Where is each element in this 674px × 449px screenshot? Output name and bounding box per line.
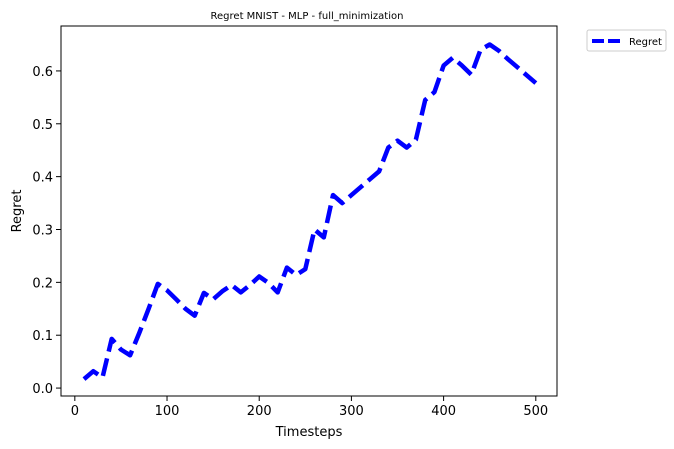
x-tick-label: 500 (523, 404, 548, 419)
x-axis-label: Timesteps (275, 425, 343, 440)
legend: Regret (586, 29, 667, 52)
y-tick-label: 0.4 (32, 171, 53, 186)
legend-box (586, 29, 667, 52)
x-tick-label: 300 (339, 404, 364, 419)
y-tick-label: 0.2 (32, 276, 53, 291)
series-line-regret (82, 42, 538, 381)
y-axis: 0.0 0.1 0.2 0.3 0.4 0.5 0.6 (32, 65, 61, 397)
x-tick-label: 100 (155, 404, 180, 419)
chart-title: Regret MNIST - MLP - full_minimization (211, 11, 404, 22)
y-tick-label: 0.6 (32, 65, 53, 80)
y-tick-label: 0.5 (32, 118, 53, 133)
legend-label-regret: Regret (629, 37, 662, 48)
y-tick-label: 0.0 (32, 382, 53, 397)
x-axis: 0 100 200 300 400 500 (71, 396, 548, 419)
x-tick-label: 400 (431, 404, 456, 419)
x-tick-label: 0 (71, 404, 79, 419)
plot-area (82, 42, 538, 381)
y-axis-label: Regret (10, 190, 25, 233)
y-tick-label: 0.1 (32, 329, 53, 344)
y-tick-label: 0.3 (32, 224, 53, 239)
x-tick-label: 200 (247, 404, 272, 419)
axes-frame (60, 25, 558, 397)
